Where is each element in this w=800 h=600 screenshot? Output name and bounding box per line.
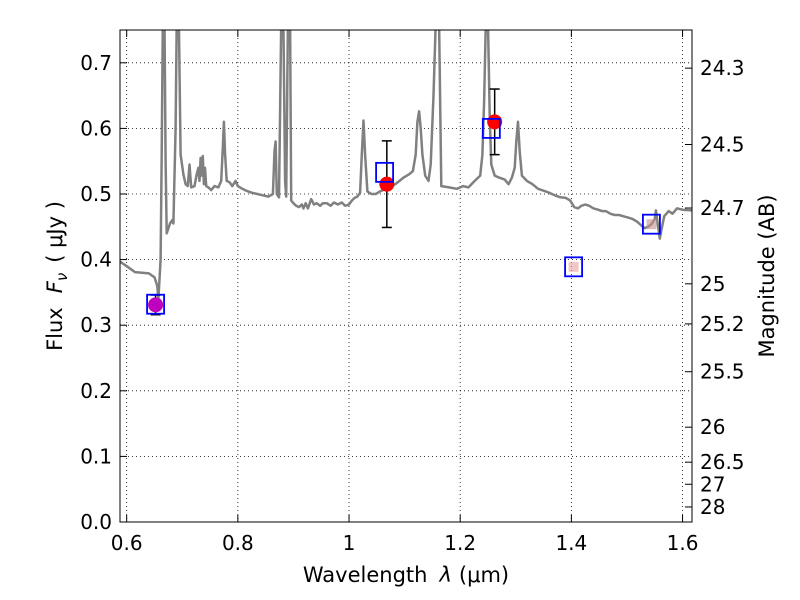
- y-tick-label: 0.1: [80, 444, 112, 468]
- y-tick-label: 0.7: [80, 51, 112, 75]
- model-point: [481, 118, 501, 139]
- y2-tick-label: 26: [700, 415, 725, 439]
- y-tick-label: 0.3: [80, 313, 112, 337]
- model-point: [375, 161, 394, 183]
- x-axis-title: Wavelength λ (μm): [303, 563, 509, 587]
- grid: [120, 30, 692, 523]
- observed-point: [379, 176, 395, 192]
- x-tick-label: 1.6: [667, 531, 699, 555]
- y2-tick-label: 26.5: [700, 450, 745, 474]
- y2-axis-title: Magnitude (AB): [755, 194, 779, 357]
- spectrum-layer: [120, 30, 692, 301]
- observed-point: [148, 297, 164, 313]
- tick-marks: [120, 30, 692, 523]
- x-tick-label: 1.4: [555, 531, 587, 555]
- plot-frame: [119, 29, 693, 523]
- model-spectrum-line: [120, 30, 692, 301]
- y-axis-title: FluxFν( μJy ): [43, 201, 71, 351]
- y2-tick-label: 28: [700, 495, 725, 519]
- faint-point: [568, 261, 579, 272]
- y2-tick-label: 25: [700, 272, 725, 296]
- y-tick-label: 0.5: [80, 182, 112, 206]
- x-tick-label: 0.8: [222, 531, 254, 555]
- model-point: [564, 256, 583, 278]
- y-tick-labels: 0.0 0.1 0.2 0.3 0.4 0.5 0.6 0.7: [80, 51, 112, 534]
- x-tick-label: 1: [343, 531, 356, 555]
- y2-tick-label: 24.7: [700, 196, 745, 220]
- y-tick-label: 0.0: [80, 510, 112, 534]
- marker-layer: [146, 88, 661, 316]
- y2-tick-label: 25.5: [700, 360, 745, 384]
- y-tick-label: 0.4: [80, 248, 112, 272]
- model-point: [642, 213, 661, 235]
- model-point: [146, 293, 165, 315]
- x-tick-label: 0.6: [111, 531, 143, 555]
- y2-tick-label: 27: [700, 472, 725, 496]
- y-tick-label: 0.6: [80, 116, 112, 140]
- y2-tick-label: 24.5: [700, 133, 745, 157]
- y-tick-label: 0.2: [80, 379, 112, 403]
- faint-point: [646, 219, 657, 230]
- x-tick-label: 1.2: [444, 531, 476, 555]
- y2-tick-label: 24.3: [700, 56, 745, 80]
- x-tick-labels: 0.6 0.8 1 1.2 1.4 1.6: [111, 531, 699, 555]
- y2-tick-label: 25.2: [700, 312, 745, 336]
